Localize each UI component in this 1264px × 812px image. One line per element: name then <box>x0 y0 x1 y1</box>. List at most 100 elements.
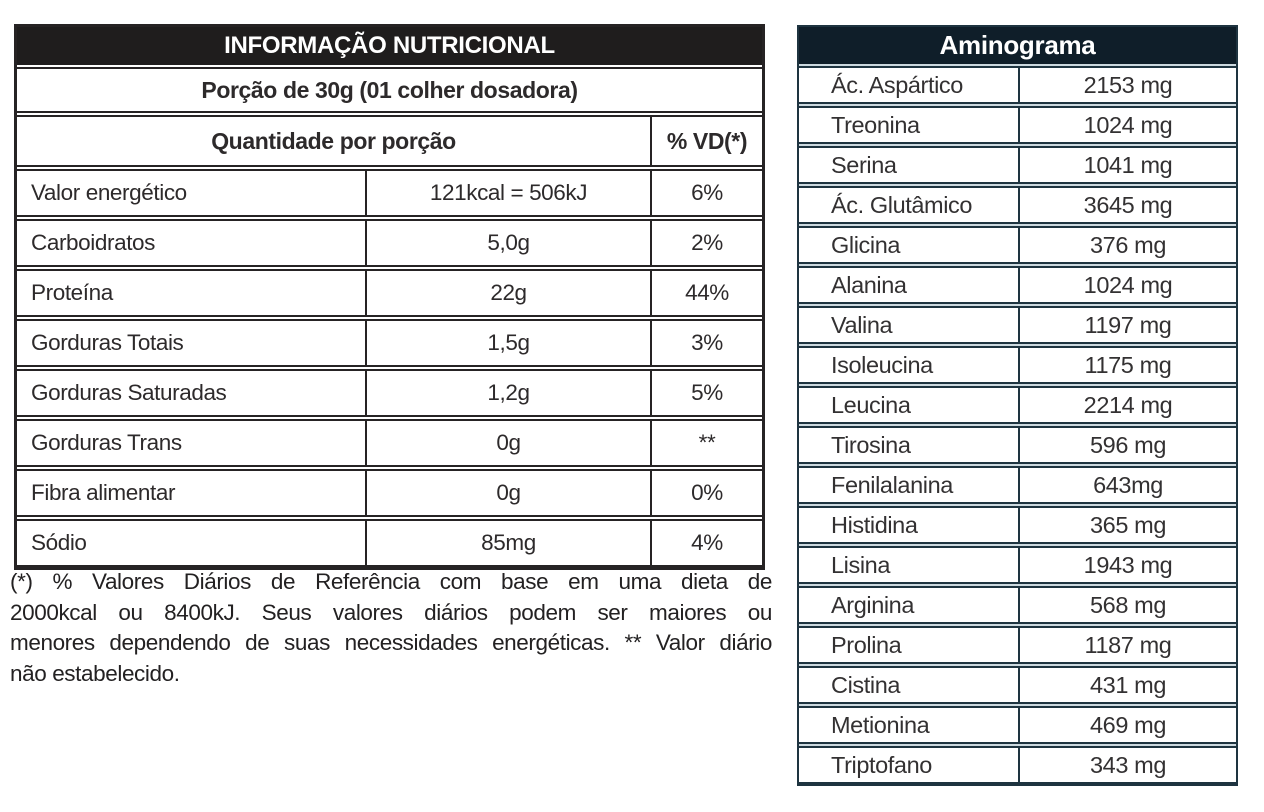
amino-acid-name: Fenilalanina <box>831 472 953 498</box>
nutrition-row: Carboidratos 5,0g 2% <box>17 219 762 267</box>
amino-acid-value: 365 mg <box>1018 508 1236 542</box>
amino-acid-value: 596 mg <box>1018 428 1236 462</box>
amino-acid-name: Serina <box>831 152 897 178</box>
amino-acid-name: Arginina <box>831 592 915 618</box>
nutrient-amount: 5,0g <box>365 221 650 265</box>
amino-acid-name: Cistina <box>831 672 901 698</box>
nutrient-dv: 5% <box>650 371 762 415</box>
aminogram-row: Tirosina 596 mg <box>799 426 1236 464</box>
footnote-line: não estabelecido. <box>10 660 180 686</box>
amino-acid-value: 431 mg <box>1018 668 1236 702</box>
amino-acid-name: Isoleucina <box>831 352 933 378</box>
aminogram-row: Cistina 431 mg <box>799 666 1236 704</box>
nutrition-row: Gorduras Totais 1,5g 3% <box>17 319 762 367</box>
amino-acid-value: 3645 mg <box>1018 188 1236 222</box>
aminogram-row: Arginina 568 mg <box>799 586 1236 624</box>
amino-acid-name: Metionina <box>831 712 930 738</box>
aminogram-row: Leucina 2214 mg <box>799 386 1236 424</box>
nutrient-amount: 85mg <box>365 521 650 565</box>
amino-acid-value: 376 mg <box>1018 228 1236 262</box>
amino-acid-value: 1041 mg <box>1018 148 1236 182</box>
daily-values-footnote: (*) % Valores Diários de Referência com … <box>10 567 772 689</box>
amino-acid-name: Alanina <box>831 272 907 298</box>
nutrition-row: Fibra alimentar 0g 0% <box>17 469 762 517</box>
aminogram-row: Glicina 376 mg <box>799 226 1236 264</box>
amino-acid-value: 469 mg <box>1018 708 1236 742</box>
nutrient-name: Gorduras Trans <box>31 430 182 455</box>
nutrient-dv: 44% <box>650 271 762 315</box>
aminogram-rows: Ác. Aspártico 2153 mg Treonina 1024 mg Serin… <box>799 66 1236 784</box>
nutrient-name: Proteína <box>31 280 113 305</box>
amino-acid-name: Lisina <box>831 552 891 578</box>
amino-acid-name: Ác. Glutâmico <box>831 192 973 218</box>
amino-acid-name: Histidina <box>831 512 918 538</box>
aminogram-row: Fenilalanina 643mg <box>799 466 1236 504</box>
column-header-row: Quantidade por porção % VD(*) <box>17 115 762 167</box>
nutrient-dv: 0% <box>650 471 762 515</box>
nutrient-dv: ** <box>650 421 762 465</box>
nutrient-amount: 0g <box>365 421 650 465</box>
nutrient-name: Fibra alimentar <box>31 480 176 505</box>
nutrition-facts-table: INFORMAÇÃO NUTRICIONAL Porção de 30g (01… <box>14 24 765 570</box>
amino-acid-name: Triptofano <box>831 752 932 778</box>
nutrition-row: Gorduras Saturadas 1,2g 5% <box>17 369 762 417</box>
portion-row: Porção de 30g (01 colher dosadora) <box>17 67 762 113</box>
aminogram-row: Triptofano 343 mg <box>799 746 1236 784</box>
aminogram-row: Prolina 1187 mg <box>799 626 1236 664</box>
amino-acid-value: 1197 mg <box>1018 308 1236 342</box>
aminogram-table: Aminograma Ác. Aspártico 2153 mg Treonina 1… <box>797 25 1238 786</box>
nutrition-table-title: INFORMAÇÃO NUTRICIONAL <box>17 27 762 65</box>
amino-acid-value: 568 mg <box>1018 588 1236 622</box>
nutrient-name: Gorduras Saturadas <box>31 380 227 405</box>
daily-value-header: % VD(*) <box>650 117 762 165</box>
nutrient-dv: 6% <box>650 171 762 215</box>
amino-acid-name: Leucina <box>831 392 911 418</box>
aminogram-row: Serina 1041 mg <box>799 146 1236 184</box>
amino-acid-name: Prolina <box>831 632 902 658</box>
nutrient-amount: 121kcal = 506kJ <box>365 171 650 215</box>
nutrition-row: Gorduras Trans 0g ** <box>17 419 762 467</box>
amino-acid-value: 2153 mg <box>1018 68 1236 102</box>
footnote-line: 2000kcal ou 8400kJ. Seus valores diários… <box>10 599 772 625</box>
aminogram-row: Histidina 365 mg <box>799 506 1236 544</box>
nutrient-name: Valor energético <box>31 180 187 205</box>
aminogram-row: Metionina 469 mg <box>799 706 1236 744</box>
aminogram-row: Ác. Glutâmico 3645 mg <box>799 186 1236 224</box>
amino-acid-value: 1024 mg <box>1018 108 1236 142</box>
nutrient-amount: 1,2g <box>365 371 650 415</box>
amino-acid-name: Glicina <box>831 232 901 258</box>
amino-acid-value: 343 mg <box>1018 748 1236 782</box>
amino-acid-value: 1175 mg <box>1018 348 1236 382</box>
nutrient-amount: 1,5g <box>365 321 650 365</box>
nutrient-amount: 0g <box>365 471 650 515</box>
aminogram-row: Treonina 1024 mg <box>799 106 1236 144</box>
nutrient-name: Carboidratos <box>31 230 156 255</box>
nutrient-dv: 2% <box>650 221 762 265</box>
nutrient-dv: 3% <box>650 321 762 365</box>
footnote-line: menores dependendo de suas necessidades … <box>10 630 772 655</box>
nutrient-amount: 22g <box>365 271 650 315</box>
footnote-line: (*) % Valores Diários de Referência com … <box>10 569 772 594</box>
nutrient-name: Sódio <box>31 530 87 555</box>
nutrition-row: Sódio 85mg 4% <box>17 519 762 567</box>
amino-acid-value: 2214 mg <box>1018 388 1236 422</box>
amino-acid-value: 1024 mg <box>1018 268 1236 302</box>
amino-acid-name: Treonina <box>831 112 920 138</box>
aminogram-title: Aminograma <box>799 27 1236 64</box>
nutrition-rows: Valor energético 121kcal = 506kJ 6% Carboid… <box>17 169 762 567</box>
amino-acid-name: Valina <box>831 312 893 338</box>
amino-acid-value: 1943 mg <box>1018 548 1236 582</box>
aminogram-row: Valina 1197 mg <box>799 306 1236 344</box>
aminogram-row: Alanina 1024 mg <box>799 266 1236 304</box>
aminogram-row: Ác. Aspártico 2153 mg <box>799 66 1236 104</box>
aminogram-row: Isoleucina 1175 mg <box>799 346 1236 384</box>
amino-acid-value: 643mg <box>1018 468 1236 502</box>
aminogram-row: Lisina 1943 mg <box>799 546 1236 584</box>
nutrition-row: Valor energético 121kcal = 506kJ 6% <box>17 169 762 217</box>
quantity-per-portion-header: Quantidade por porção <box>211 128 456 154</box>
nutrition-row: Proteína 22g 44% <box>17 269 762 317</box>
amino-acid-name: Tirosina <box>831 432 911 458</box>
nutrient-dv: 4% <box>650 521 762 565</box>
nutrient-name: Gorduras Totais <box>31 330 184 355</box>
